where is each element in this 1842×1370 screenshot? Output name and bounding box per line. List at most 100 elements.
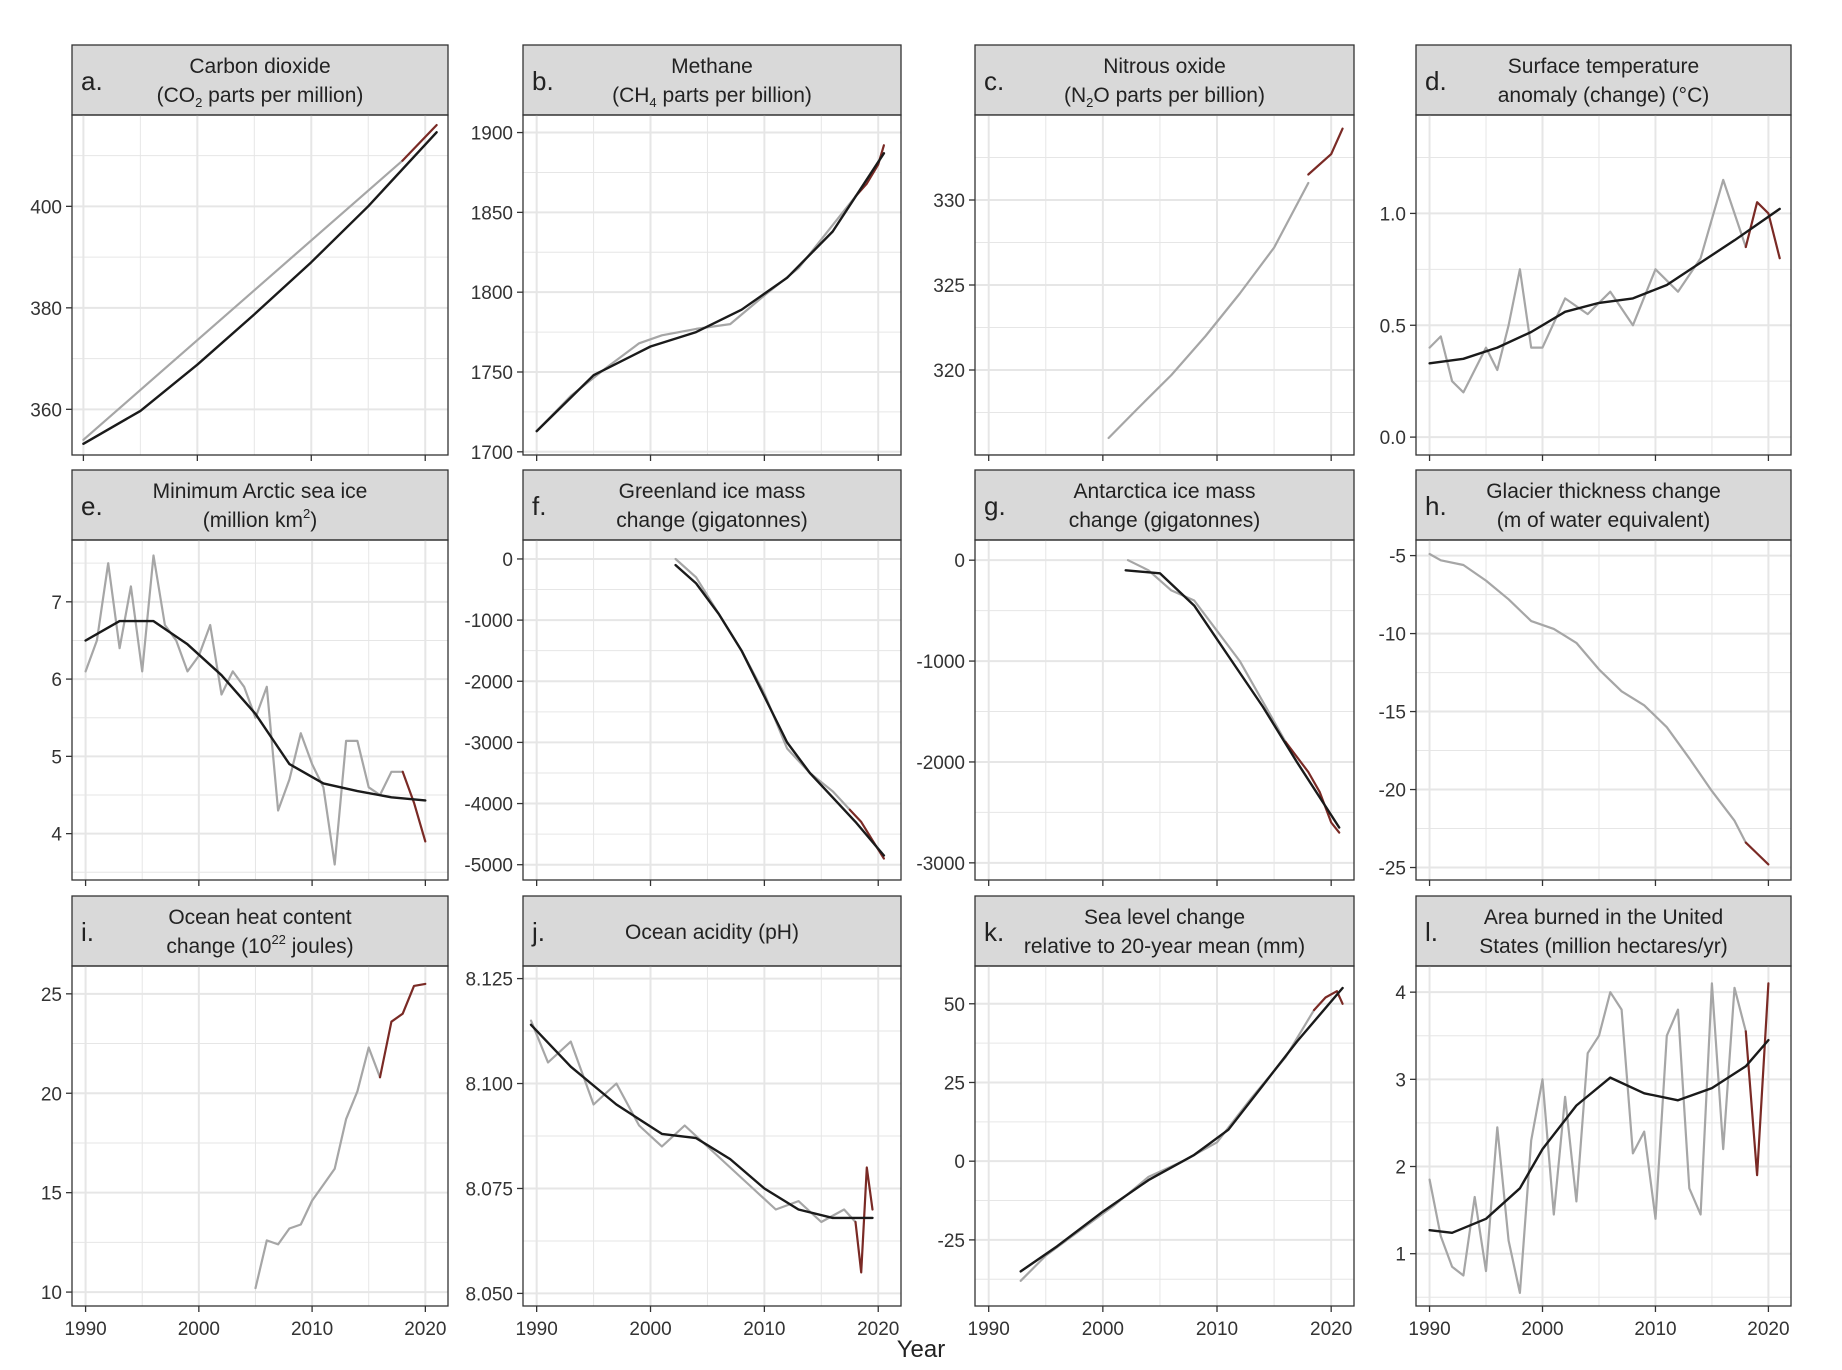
panel-title-line1: Minimum Arctic sea ice [153,480,368,503]
panel-title-strip [71,469,449,541]
series-line-observed [1126,559,1287,743]
y-tick-label: -25 [938,1231,965,1252]
panel-title-line2: States (million hectares/yr) [1479,935,1728,958]
y-tick-label: 25 [41,985,62,1006]
x-tick-label: 2000 [178,1319,220,1340]
y-tick-label: 380 [30,299,62,320]
x-tick-label: 2020 [404,1319,446,1340]
series-line-observed [1428,982,1747,1294]
series-line-recent [1744,841,1770,866]
gridlines [523,540,901,880]
y-tick-label: 7 [51,593,62,614]
y-tick-label: -5 [1389,547,1406,568]
series-line-observed [674,557,851,811]
panel-l: l. Area burned in the United States (milli… [1395,895,1792,1340]
panel-j: j. Ocean acidity (pH) 8.050 8.075 8.100 8.125… [465,895,902,1340]
gridlines [1416,115,1791,455]
series-line-smooth [535,152,886,433]
panel-letter: l. [1425,917,1438,947]
y-tick-label: 1700 [471,443,513,464]
panel-border [71,965,449,1307]
y-tick-label: 330 [933,191,965,212]
panel-title-line1: Methane [671,55,753,78]
x-tick-label: 2020 [1310,1319,1352,1340]
y-tick-label: 6 [51,670,62,691]
panel-border [522,965,902,1307]
series-line-recent [1284,740,1341,834]
series-line-smooth [529,1023,874,1220]
series-line-smooth [674,563,886,857]
series-line-recent [854,1166,874,1274]
gridlines [72,115,448,455]
panel-letter: b. [532,66,554,96]
panel-border [974,539,1355,881]
series-line-smooth [82,131,438,445]
panel-letter: a. [81,66,103,96]
panel-letter: h. [1425,491,1447,521]
panel-border [71,114,449,456]
y-tick-label: 10 [41,1283,62,1304]
panel-title-strip [974,895,1355,967]
panel-title-line1: Area burned in the United [1484,906,1723,929]
series-group [1107,127,1344,440]
y-tick-label: 20 [41,1084,62,1105]
panel-title-strip [1415,44,1792,116]
y-tick-label: 4 [1395,983,1406,1004]
y-tick-label: -1000 [464,611,513,632]
gridlines [72,540,448,880]
panel-title-line2: (m of water equivalent) [1497,509,1711,532]
series-group [84,554,427,866]
y-tick-label: 320 [933,361,965,382]
panel-title-line1: Glacier thickness change [1486,480,1721,503]
y-tick-label: 8.075 [465,1179,513,1200]
panel-title-line2: (CH4 parts per billion) [612,84,812,110]
series-group [1428,552,1770,866]
series-line-observed [1428,552,1747,844]
y-tick-label: 0 [954,1152,965,1173]
panel-letter: e. [81,491,103,521]
panel-letter: j. [531,917,545,947]
gridlines [975,966,1354,1306]
panel-title-line2: relative to 20-year mean (mm) [1024,935,1305,958]
panel-border [522,114,902,456]
x-tick-label: 1990 [1408,1319,1450,1340]
panel-title-line1: Carbon dioxide [189,55,330,78]
panel-title-line1: Antarctica ice mass [1073,480,1255,503]
y-tick-label: -25 [1379,859,1406,880]
y-tick-label: 25 [944,1073,965,1094]
y-tick-label: -3000 [916,854,965,875]
x-tick-label: 2010 [743,1319,785,1340]
panel-k: k. Sea level change relative to 20-year me… [938,895,1355,1340]
panel-title-strip [71,44,449,116]
panel-title-line1: Ocean acidity (pH) [625,921,799,944]
series-line-smooth [1428,1038,1770,1234]
y-tick-label: 0.0 [1380,428,1406,449]
panel-g: g. Antarctica ice mass change (gigatonnes)… [916,469,1355,886]
y-tick-label: 0.5 [1380,316,1406,337]
y-tick-label: -4000 [464,795,513,816]
gridlines [1416,540,1791,880]
panel-title-line1: Greenland ice mass [619,480,806,503]
panel-letter: c. [984,66,1004,96]
panel-letter: f. [532,491,546,521]
panel-title-line2: (CO2 parts per million) [157,84,364,110]
panel-letter: g. [984,491,1006,521]
x-tick-label: 1990 [968,1319,1010,1340]
panel-border [1415,114,1792,456]
y-tick-label: 3 [1395,1070,1406,1091]
y-tick-label: -3000 [464,733,513,754]
series-group [1428,178,1781,394]
series-line-recent [378,982,427,1079]
y-tick-label: -15 [1379,703,1406,724]
panel-title-line2: change (gigatonnes) [1069,509,1260,532]
series-line-observed [535,195,857,433]
x-tick-label: 2010 [291,1319,333,1340]
y-tick-label: -1000 [916,652,965,673]
series-group [535,144,886,433]
series-group [1019,986,1344,1282]
panel-title-line1: Nitrous oxide [1103,55,1226,78]
series-line-recent [1312,990,1344,1012]
panel-border [71,539,449,881]
series-group [254,982,427,1290]
